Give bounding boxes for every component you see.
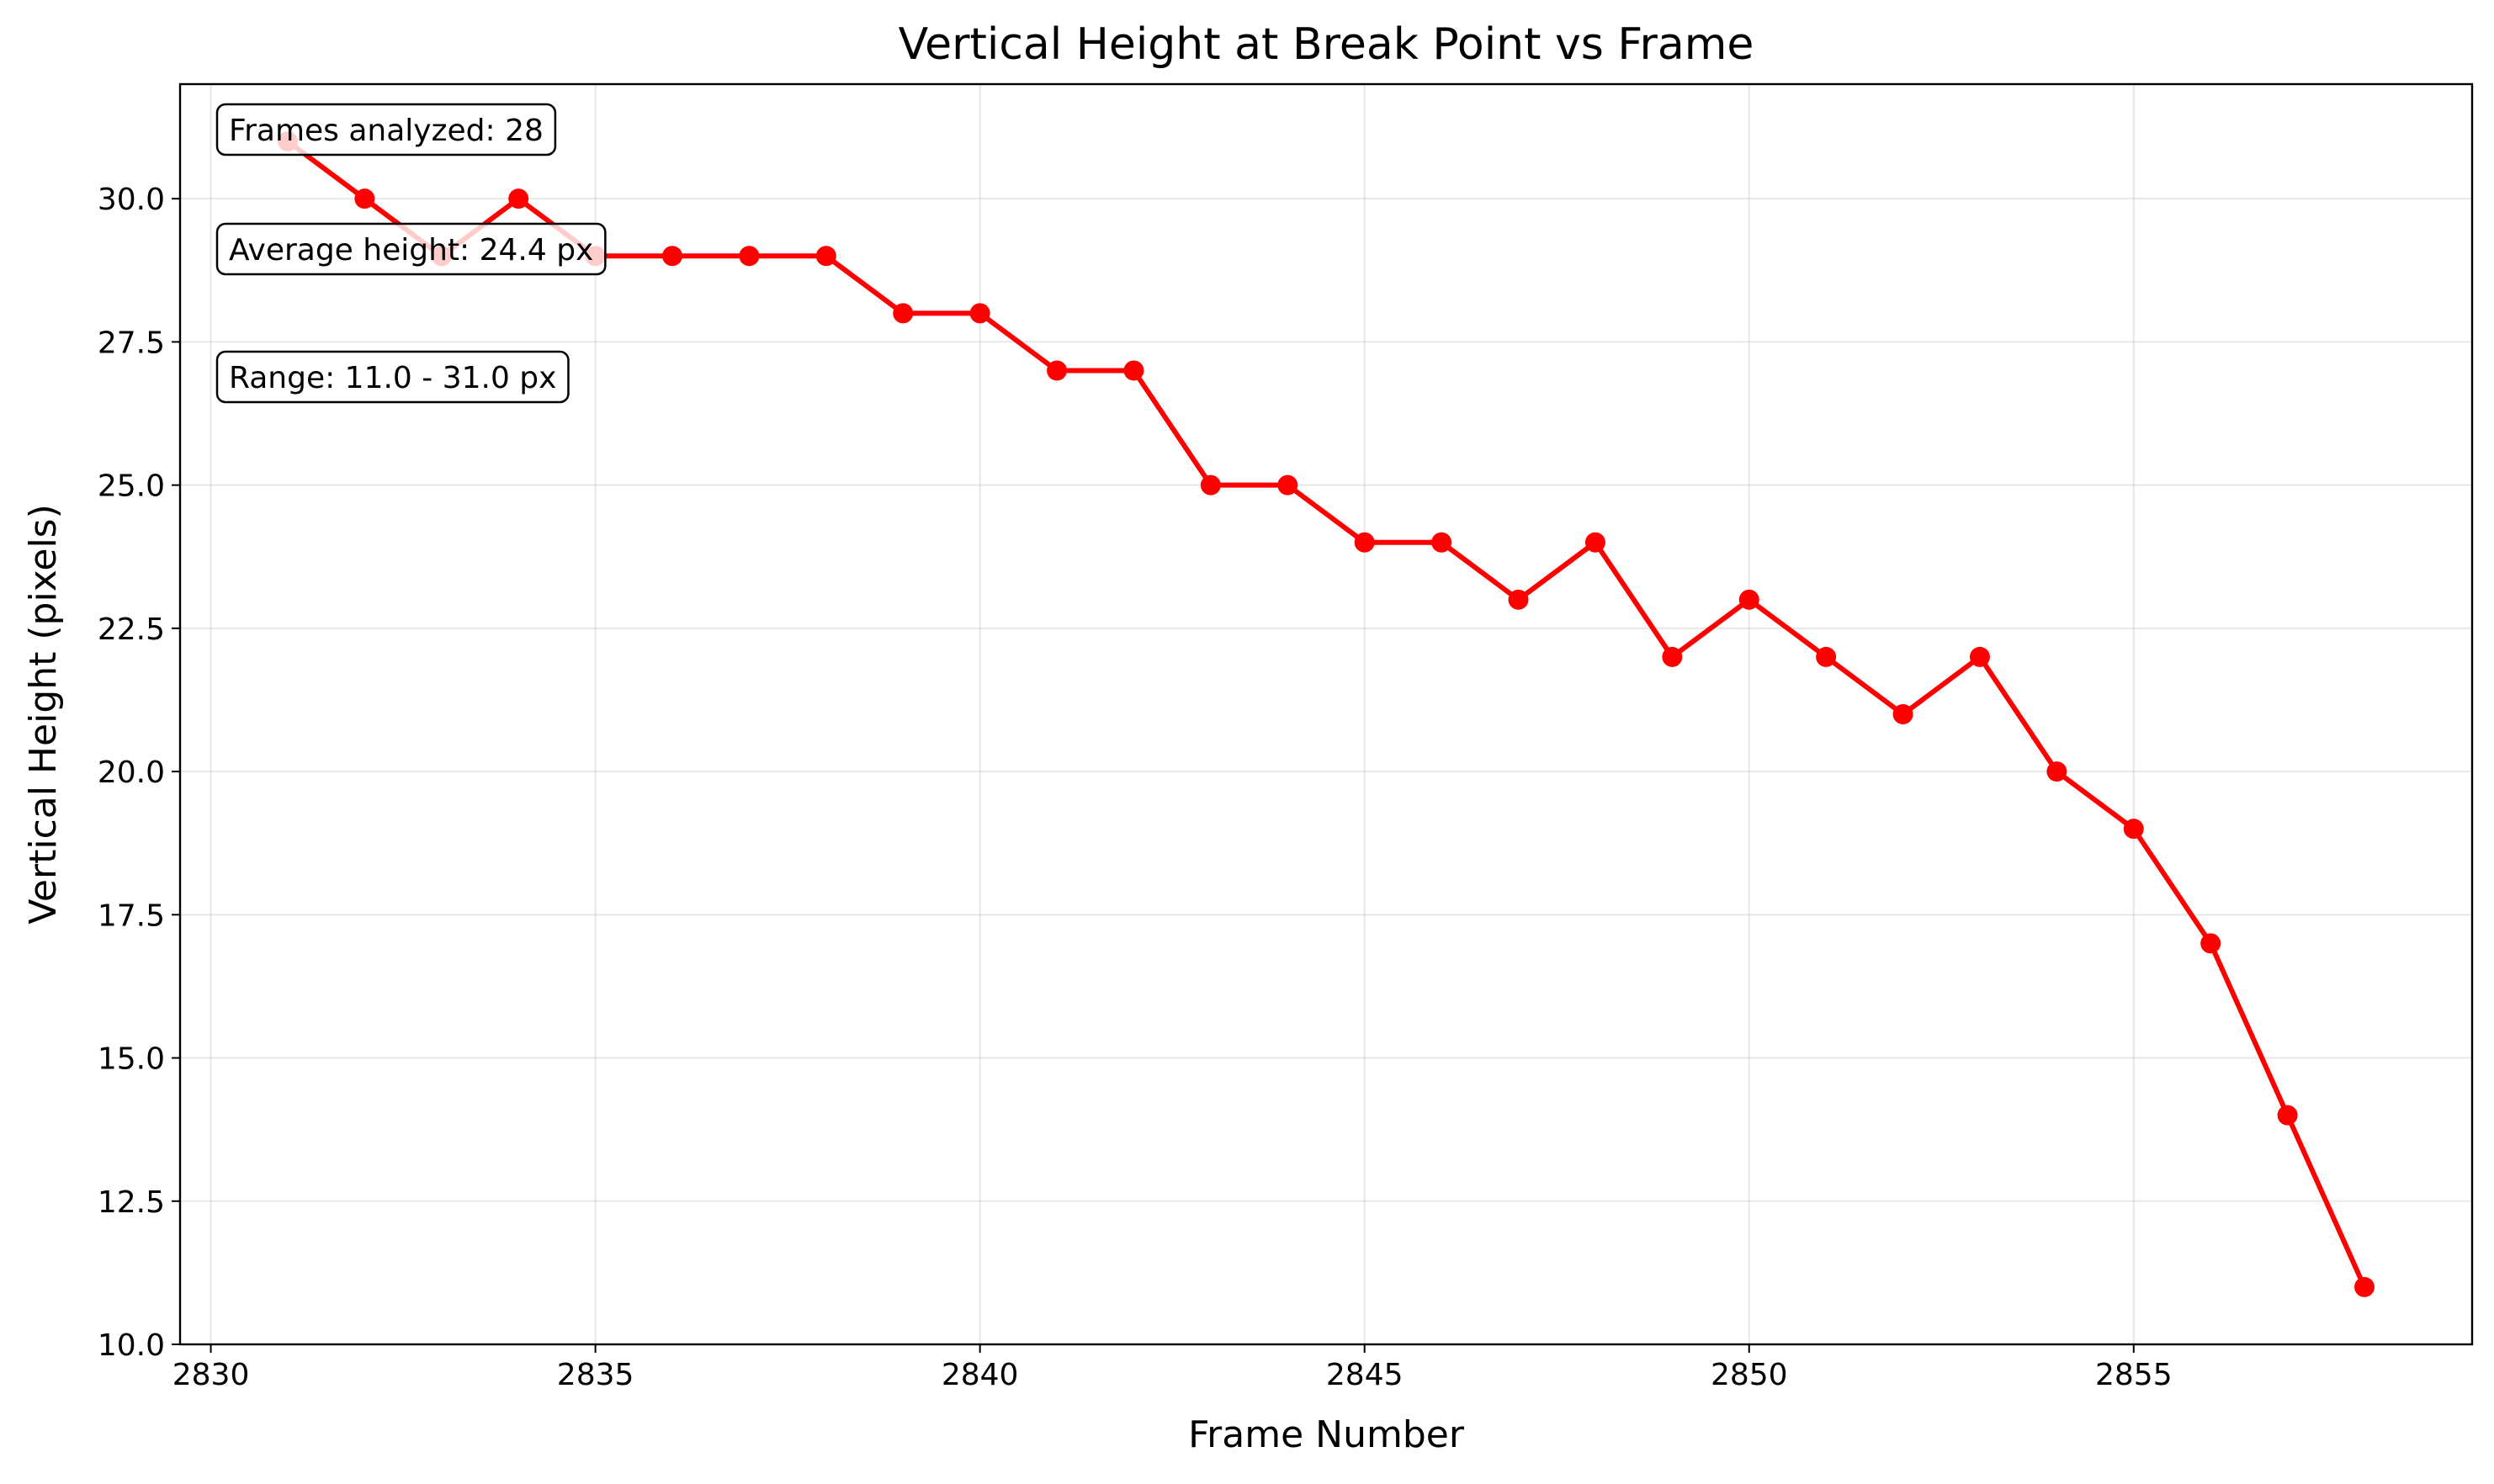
data-point xyxy=(662,246,683,267)
chart-title: Vertical Height at Break Point vs Frame xyxy=(899,19,1754,70)
data-point xyxy=(1047,360,1068,381)
annotation-frame xyxy=(215,222,607,276)
data-point xyxy=(1200,474,1221,496)
data-point xyxy=(1123,360,1144,381)
data-point xyxy=(354,188,375,209)
y-tick-label: 12.5 xyxy=(98,1185,165,1220)
data-point xyxy=(1816,646,1837,667)
y-tick-label: 30.0 xyxy=(98,183,165,217)
y-tick-label: 22.5 xyxy=(98,612,165,647)
annotation-text: Average height: 24.4 px xyxy=(229,233,593,268)
annotation-box: Frames analyzed: 28 xyxy=(215,103,557,156)
x-tick-label: 2850 xyxy=(1711,1358,1788,1392)
y-tick-label: 20.0 xyxy=(98,755,165,790)
x-tick-label: 2835 xyxy=(557,1358,634,1392)
data-point xyxy=(1431,532,1452,553)
y-tick-label: 25.0 xyxy=(98,469,165,504)
y-tick-label: 10.0 xyxy=(98,1328,165,1363)
x-tick-label: 2830 xyxy=(172,1358,250,1392)
annotation-frame xyxy=(215,103,557,156)
data-point xyxy=(969,303,990,324)
data-point xyxy=(1969,646,1990,667)
grid-lines xyxy=(180,84,2472,1345)
data-point xyxy=(1277,474,1298,496)
data-point xyxy=(1354,532,1375,553)
annotation-text: Range: 11.0 - 31.0 px xyxy=(229,361,556,395)
data-point xyxy=(2354,1276,2375,1297)
data-point xyxy=(893,303,914,324)
annotation-frame xyxy=(215,350,570,404)
data-point xyxy=(508,188,529,209)
data-point xyxy=(2046,761,2067,782)
data-point xyxy=(2200,933,2221,954)
annotation-box: Range: 11.0 - 31.0 px xyxy=(215,350,570,404)
data-point xyxy=(739,246,760,267)
x-axis-label: Frame Number xyxy=(1188,1413,1465,1456)
annotation-text: Frames analyzed: 28 xyxy=(229,114,544,148)
annotations: Frames analyzed: 28 Average height: 24.4 … xyxy=(215,103,607,404)
annotation-box: Average height: 24.4 px xyxy=(215,222,607,276)
data-point xyxy=(2277,1105,2298,1126)
data-point xyxy=(1662,646,1683,667)
data-point xyxy=(815,246,836,267)
series-line xyxy=(286,139,2367,1289)
axis-ticks: 2830 2835 2840 2845 2850 2855 10.0 12.5 15.0 17.5… xyxy=(98,183,2173,1392)
data-point xyxy=(2123,819,2144,840)
data-point xyxy=(1584,532,1605,553)
data-point xyxy=(1508,589,1529,610)
x-tick-label: 2840 xyxy=(942,1358,1019,1392)
y-tick-label: 15.0 xyxy=(98,1042,165,1077)
data-point xyxy=(1892,704,1913,724)
y-tick-label: 17.5 xyxy=(98,898,165,933)
x-tick-label: 2845 xyxy=(1326,1358,1404,1392)
x-tick-label: 2855 xyxy=(2095,1358,2173,1392)
y-tick-label: 27.5 xyxy=(98,326,165,360)
plot-frame xyxy=(178,82,2474,1346)
y-axis-label: Vertical Height (pixels) xyxy=(22,504,65,925)
data-point xyxy=(1738,589,1759,610)
